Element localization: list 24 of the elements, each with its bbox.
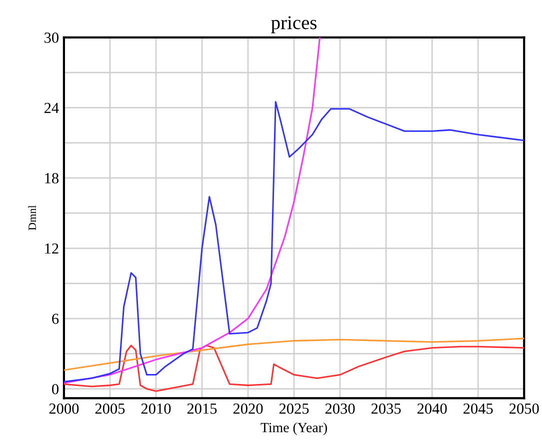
- y-tick-label: 30: [44, 32, 59, 43]
- x-tick-label: 2000: [49, 404, 79, 414]
- x-tick-label: 2025: [279, 404, 309, 414]
- line-series: [64, 101, 524, 383]
- x-tick-label: 2015: [187, 404, 217, 414]
- x-tick-label: 2040: [417, 404, 447, 414]
- line-series: [64, 344, 524, 392]
- y-tick-label: 12: [45, 243, 58, 254]
- y-tick-label: 18: [45, 173, 59, 184]
- x-tick-label: 2035: [371, 404, 401, 414]
- x-tick-label: 2030: [325, 404, 355, 414]
- line-series: [64, 37, 321, 384]
- x-tick-label: 2020: [233, 404, 263, 414]
- x-tick-label: 2010: [141, 404, 171, 414]
- y-tick-label: 0: [52, 384, 59, 394]
- x-tick-label: 2050: [510, 404, 539, 414]
- x-tick-label: 2045: [463, 404, 493, 414]
- y-tick-label: 6: [52, 314, 59, 324]
- x-axis-title: Time (Year): [260, 422, 327, 436]
- x-tick-label: 2005: [95, 404, 125, 414]
- y-axis-title: Dmnl: [28, 205, 36, 230]
- chart-title: prices: [271, 16, 317, 34]
- y-tick-label: 24: [44, 102, 59, 113]
- line-series: [64, 338, 524, 371]
